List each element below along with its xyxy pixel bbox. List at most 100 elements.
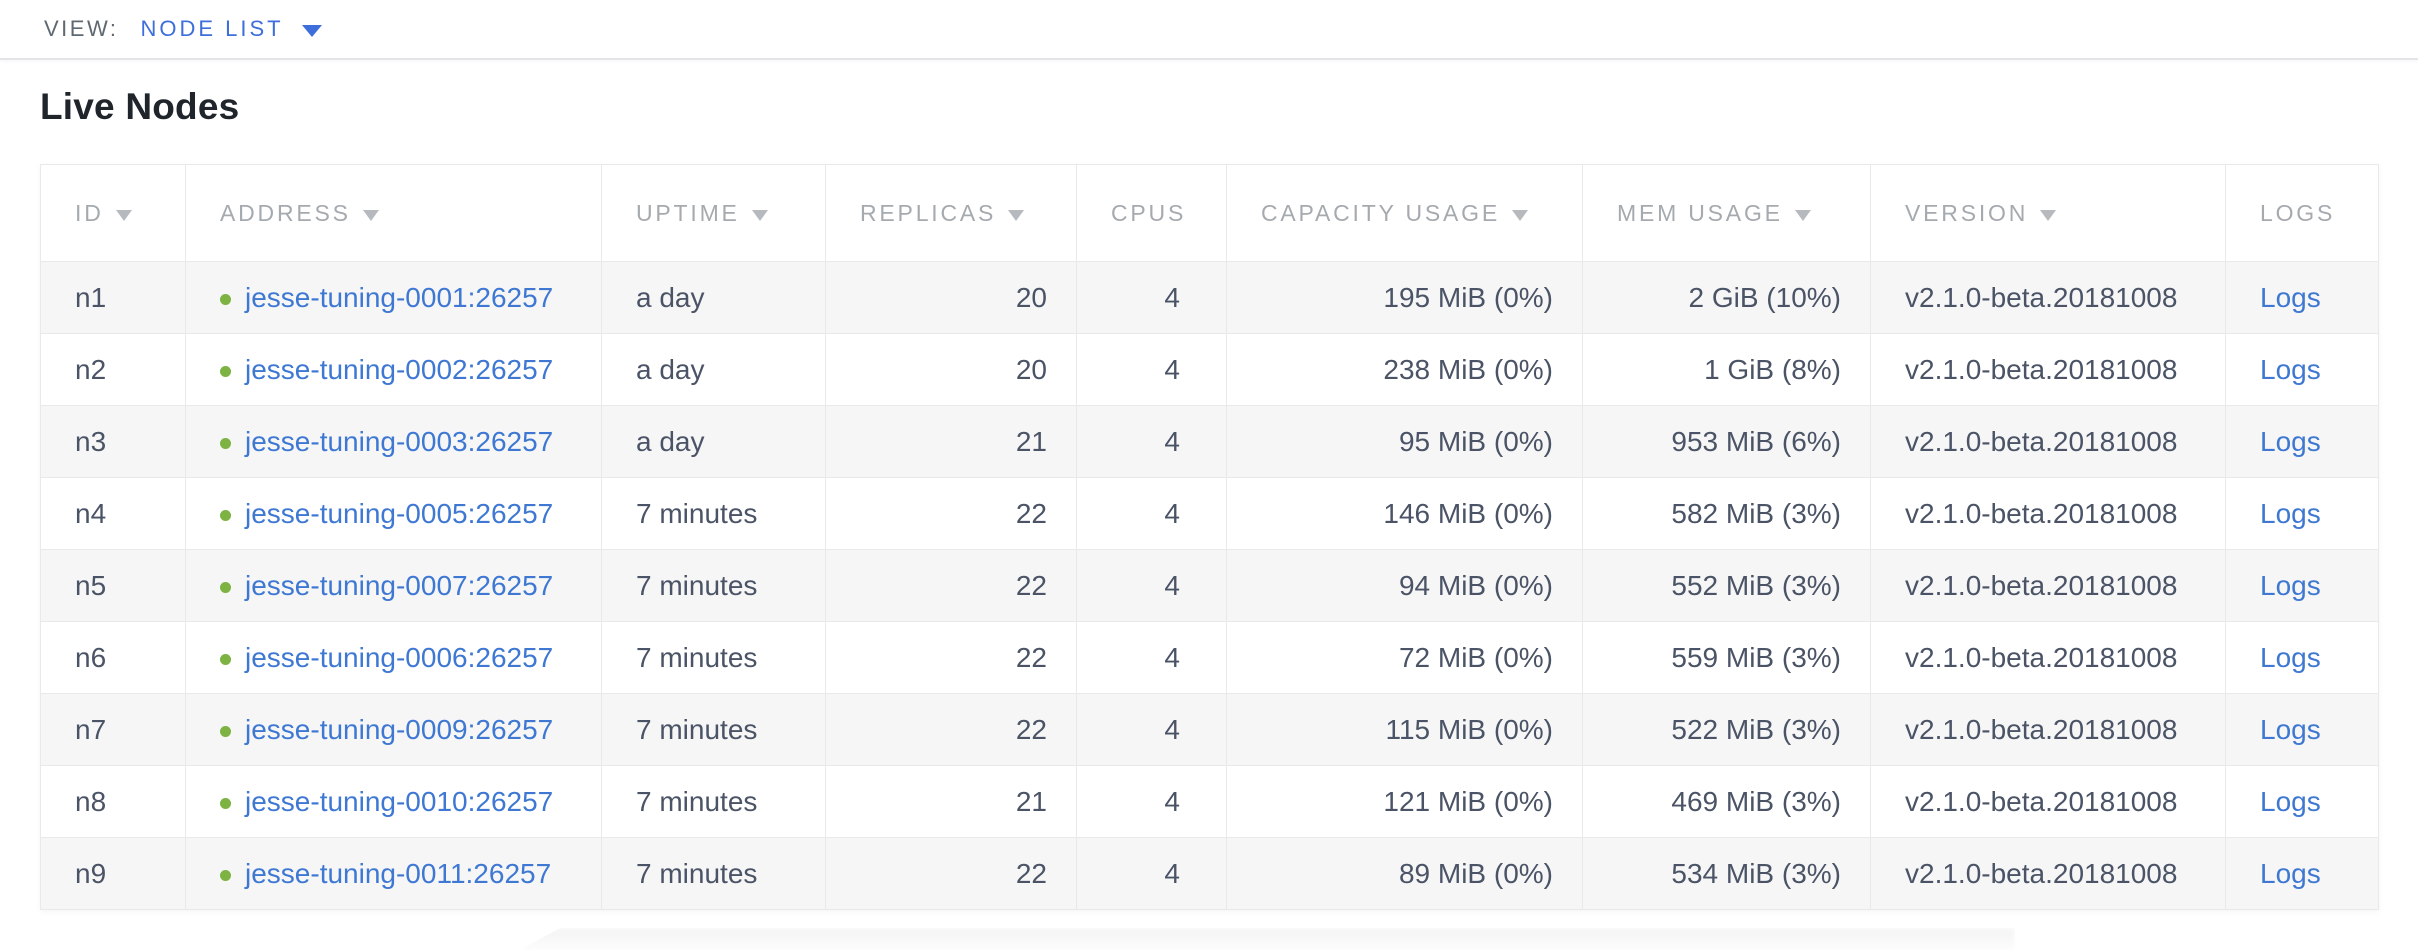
cell-capacity-usage: 94 MiB (0%) [1226, 549, 1583, 622]
sort-arrow-icon [362, 209, 379, 221]
node-address-link[interactable]: jesse-tuning-0007:26257 [245, 569, 554, 601]
column-header-version[interactable]: VERSION [1870, 164, 2226, 262]
cell-uptime: 7 minutes [601, 549, 826, 622]
cell-uptime: a day [601, 333, 826, 406]
column-header-id[interactable]: ID [40, 164, 186, 262]
logs-link[interactable]: Logs [2260, 857, 2321, 889]
cell-mem-usage: 582 MiB (3%) [1582, 477, 1871, 550]
cell-cpus: 4 [1076, 261, 1227, 334]
table-row: n2 jesse-tuning-0002:26257 a day 20 4 23… [40, 333, 2379, 406]
cell-logs: Logs [2225, 765, 2379, 838]
cell-version: v2.1.0-beta.20181008 [1870, 261, 2226, 334]
table-row: n8 jesse-tuning-0010:26257 7 minutes 21 … [40, 765, 2379, 838]
cell-cpus: 4 [1076, 477, 1227, 550]
cell-logs: Logs [2225, 477, 2379, 550]
sort-arrow-icon [1512, 209, 1529, 221]
node-address-link[interactable]: jesse-tuning-0005:26257 [245, 497, 554, 529]
column-header-uptime[interactable]: UPTIME [601, 164, 826, 262]
cell-uptime: 7 minutes [601, 477, 826, 550]
logs-link[interactable]: Logs [2260, 353, 2321, 385]
cell-capacity-usage: 115 MiB (0%) [1226, 693, 1583, 766]
sort-arrow-icon [115, 209, 132, 221]
live-dot-icon [220, 653, 231, 665]
cell-replicas: 22 [825, 621, 1077, 694]
column-header-replicas[interactable]: REPLICAS [825, 164, 1077, 262]
live-dot-icon [220, 725, 231, 737]
node-address-link[interactable]: jesse-tuning-0006:26257 [245, 641, 554, 673]
column-header-label: UPTIME [636, 199, 740, 226]
node-address-link[interactable]: jesse-tuning-0010:26257 [245, 785, 554, 817]
live-dot-icon [220, 437, 231, 449]
cell-version: v2.1.0-beta.20181008 [1870, 405, 2226, 478]
cell-mem-usage: 534 MiB (3%) [1582, 837, 1871, 910]
cell-version: v2.1.0-beta.20181008 [1870, 477, 2226, 550]
cell-replicas: 20 [825, 333, 1077, 406]
cell-uptime: 7 minutes [601, 765, 826, 838]
column-header-mem[interactable]: MEM USAGE [1582, 164, 1871, 262]
cell-mem-usage: 953 MiB (6%) [1582, 405, 1871, 478]
logs-link[interactable]: Logs [2260, 497, 2321, 529]
cell-version: v2.1.0-beta.20181008 [1870, 693, 2226, 766]
column-header-address[interactable]: ADDRESS [185, 164, 602, 262]
cell-logs: Logs [2225, 261, 2379, 334]
node-address-link[interactable]: jesse-tuning-0002:26257 [245, 353, 554, 385]
cell-replicas: 22 [825, 477, 1077, 550]
table-body: n1 jesse-tuning-0001:26257 a day 20 4 19… [40, 261, 2379, 910]
logs-link[interactable]: Logs [2260, 425, 2321, 457]
node-address-link[interactable]: jesse-tuning-0011:26257 [245, 857, 552, 889]
table-row: n9 jesse-tuning-0011:26257 7 minutes 22 … [40, 837, 2379, 910]
logs-link[interactable]: Logs [2260, 641, 2321, 673]
cell-logs: Logs [2225, 837, 2379, 910]
view-selector-dropdown[interactable]: NODE LIST [140, 16, 322, 42]
table-row: n3 jesse-tuning-0003:26257 a day 21 4 95… [40, 405, 2379, 478]
cell-capacity-usage: 95 MiB (0%) [1226, 405, 1583, 478]
cell-replicas: 22 [825, 837, 1077, 910]
cell-node-address: jesse-tuning-0010:26257 [185, 765, 602, 838]
column-header-label: ID [75, 199, 104, 226]
logs-link[interactable]: Logs [2260, 281, 2321, 313]
column-header-capacity[interactable]: CAPACITY USAGE [1226, 164, 1583, 262]
cell-node-id: n7 [40, 693, 186, 766]
cell-cpus: 4 [1076, 837, 1227, 910]
cell-cpus: 4 [1076, 549, 1227, 622]
table-row: n5 jesse-tuning-0007:26257 7 minutes 22 … [40, 549, 2379, 622]
page-title: Live Nodes [40, 86, 240, 127]
node-address-link[interactable]: jesse-tuning-0009:26257 [245, 713, 554, 745]
cell-replicas: 21 [825, 405, 1077, 478]
cell-uptime: a day [601, 405, 826, 478]
cell-cpus: 4 [1076, 765, 1227, 838]
cell-uptime: 7 minutes [601, 837, 826, 910]
cell-node-id: n2 [40, 333, 186, 406]
cell-node-id: n5 [40, 549, 186, 622]
node-address-link[interactable]: jesse-tuning-0003:26257 [245, 425, 554, 457]
cell-mem-usage: 552 MiB (3%) [1582, 549, 1871, 622]
column-header-label: REPLICAS [860, 199, 997, 226]
cell-cpus: 4 [1076, 621, 1227, 694]
cell-version: v2.1.0-beta.20181008 [1870, 837, 2226, 910]
cell-logs: Logs [2225, 405, 2379, 478]
cell-node-id: n6 [40, 621, 186, 694]
table-row: n6 jesse-tuning-0006:26257 7 minutes 22 … [40, 621, 2379, 694]
logs-link[interactable]: Logs [2260, 785, 2321, 817]
cell-cpus: 4 [1076, 333, 1227, 406]
cell-capacity-usage: 238 MiB (0%) [1226, 333, 1583, 406]
cell-logs: Logs [2225, 693, 2379, 766]
cell-node-address: jesse-tuning-0011:26257 [185, 837, 602, 910]
cell-node-address: jesse-tuning-0002:26257 [185, 333, 602, 406]
logs-link[interactable]: Logs [2260, 569, 2321, 601]
column-header-label: LOGS [2260, 199, 2336, 226]
table-row: n1 jesse-tuning-0001:26257 a day 20 4 19… [40, 261, 2379, 334]
sort-arrow-icon [1008, 209, 1025, 221]
cell-capacity-usage: 121 MiB (0%) [1226, 765, 1583, 838]
logs-link[interactable]: Logs [2260, 713, 2321, 745]
cell-cpus: 4 [1076, 693, 1227, 766]
cell-uptime: 7 minutes [601, 621, 826, 694]
cell-node-id: n4 [40, 477, 186, 550]
view-selected-value: NODE LIST [140, 16, 284, 41]
sort-arrow-icon [1794, 209, 1811, 221]
cell-node-address: jesse-tuning-0001:26257 [185, 261, 602, 334]
cell-node-id: n1 [40, 261, 186, 334]
node-address-link[interactable]: jesse-tuning-0001:26257 [245, 281, 554, 313]
column-header-label: MEM USAGE [1617, 199, 1783, 226]
cell-node-id: n3 [40, 405, 186, 478]
